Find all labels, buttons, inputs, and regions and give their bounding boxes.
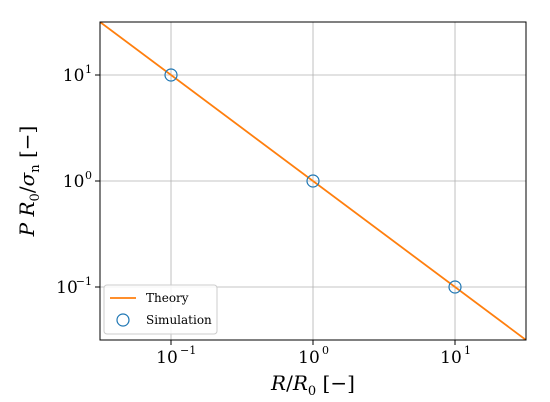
y-tick-exponent: 0 [85, 169, 92, 182]
x-tick-exponent: 0 [322, 344, 329, 357]
legend-simulation-label: Simulation [146, 313, 212, 327]
y-tick-exponent: 1 [85, 63, 92, 76]
y-tick-exponent: −1 [76, 275, 92, 288]
y-tick-label: 10 [56, 278, 78, 298]
x-axis-ticks: 10 −1 10 0 10 1 [156, 340, 471, 368]
x-tick-exponent: 1 [464, 344, 471, 357]
y-tick-label: 10 [63, 172, 85, 192]
simulation-point [164, 68, 178, 82]
x-tick-label: 10 [156, 348, 178, 368]
legend-theory-label: Theory [146, 291, 189, 305]
y-axis-label: P R0/σn [−] [15, 126, 43, 238]
x-axis-label: R/R0 [−] [270, 371, 355, 399]
legend: Theory Simulation [103, 284, 218, 335]
simulation-point [448, 280, 462, 294]
y-tick-label: 10 [63, 66, 85, 86]
x-tick-label: 10 [298, 348, 320, 368]
simulation-point [306, 174, 320, 188]
legend-simulation-swatch [116, 313, 130, 327]
series-layer [100, 22, 526, 340]
x-tick-exponent: −1 [180, 344, 196, 357]
x-tick-label: 10 [440, 348, 462, 368]
theory-line [100, 22, 526, 340]
